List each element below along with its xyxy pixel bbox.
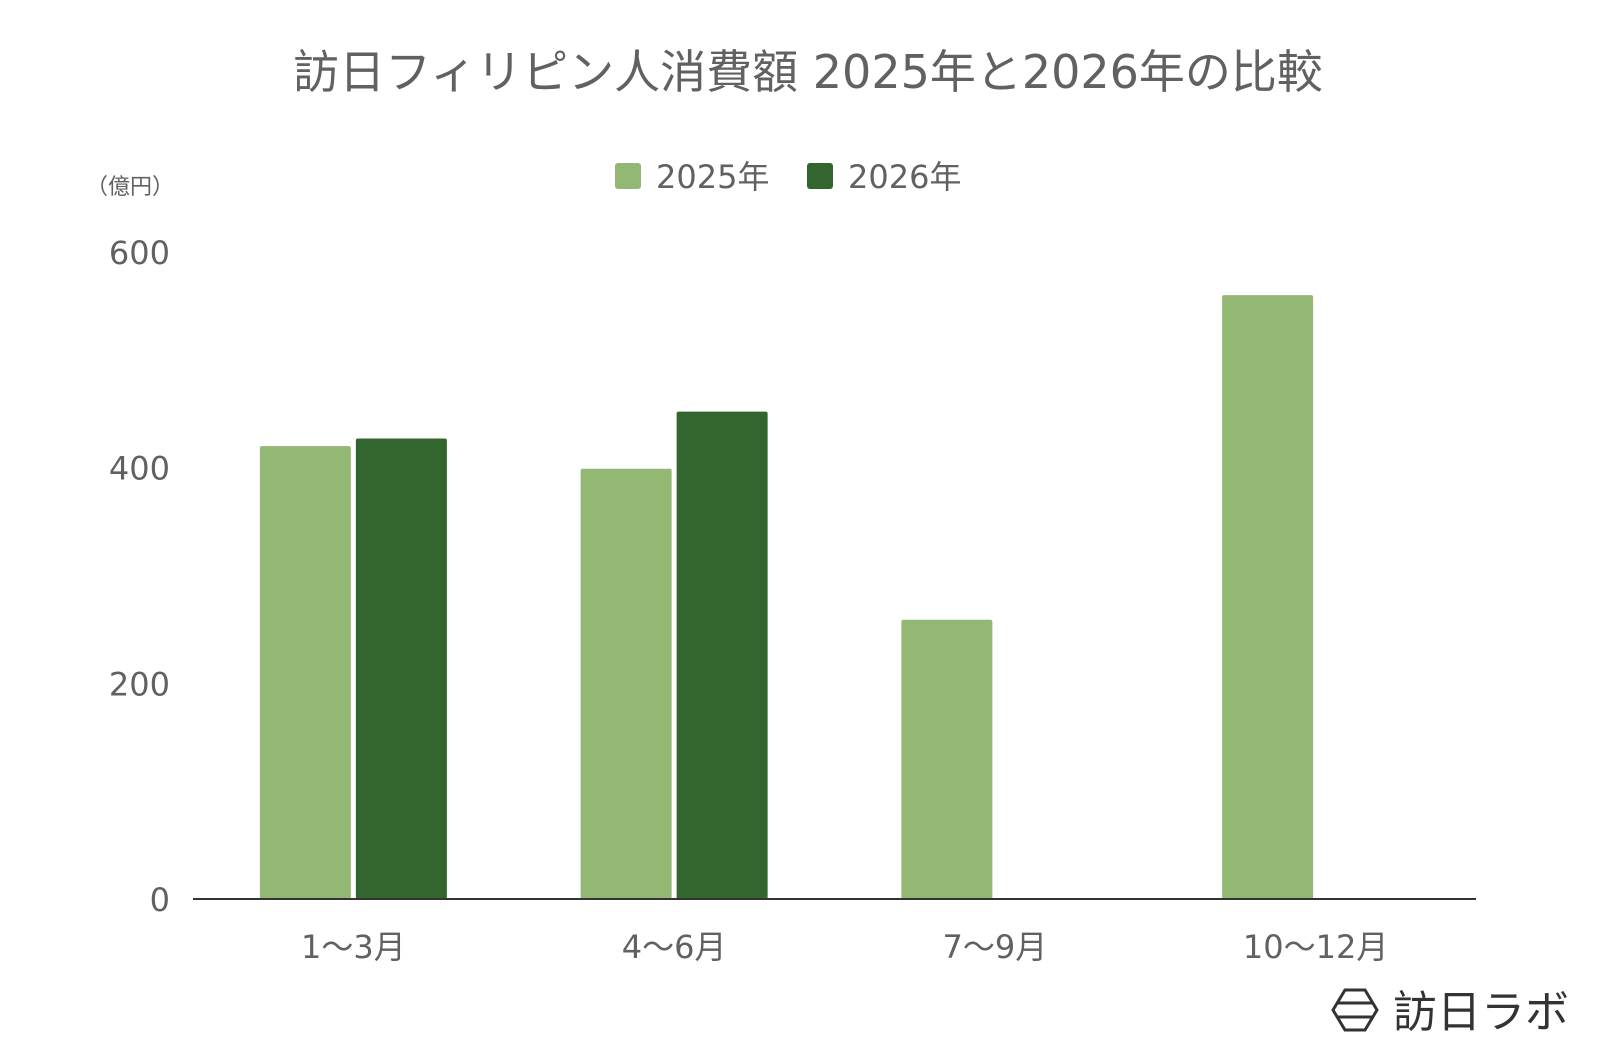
y-axis-ticks: 0 200 400 600 bbox=[109, 234, 170, 919]
brand-logo: 訪日ラボ bbox=[1331, 987, 1569, 1038]
y-tick-label: 200 bbox=[109, 665, 170, 703]
y-axis-unit-label: （億円） bbox=[86, 175, 174, 200]
x-category-label: 7〜9月 bbox=[943, 928, 1048, 966]
bar-2026年-1〜3月 bbox=[355, 438, 447, 899]
bars bbox=[259, 295, 1314, 900]
x-category-label: 1〜3月 bbox=[301, 928, 406, 966]
x-category-label: 4〜6月 bbox=[622, 928, 727, 966]
bar-2026年-4〜6月 bbox=[676, 411, 768, 899]
legend-swatch-2026 bbox=[807, 163, 833, 189]
hexagon-icon bbox=[1331, 988, 1379, 1032]
y-tick-label: 0 bbox=[150, 881, 170, 919]
bar-2025年-1〜3月 bbox=[259, 446, 351, 899]
legend-swatch-2025 bbox=[615, 163, 641, 189]
x-axis-categories: 1〜3月 4〜6月 7〜9月 10〜12月 bbox=[301, 928, 1388, 966]
y-tick-label: 400 bbox=[109, 450, 170, 488]
legend-label-2026: 2026年 bbox=[848, 158, 961, 196]
bar-2025年-10〜12月 bbox=[1222, 295, 1314, 900]
legend-label-2025: 2025年 bbox=[656, 158, 769, 196]
chart-title: 訪日フィリピン人消費額 2025年と2026年の比較 bbox=[293, 45, 1323, 99]
x-category-label: 10〜12月 bbox=[1243, 928, 1388, 966]
bar-2025年-7〜9月 bbox=[901, 619, 993, 899]
brand-logo-text: 訪日ラボ bbox=[1393, 987, 1569, 1038]
legend: 2025年 2026年 bbox=[615, 158, 961, 196]
y-tick-label: 600 bbox=[109, 234, 170, 272]
bar-2025年-4〜6月 bbox=[580, 468, 672, 899]
